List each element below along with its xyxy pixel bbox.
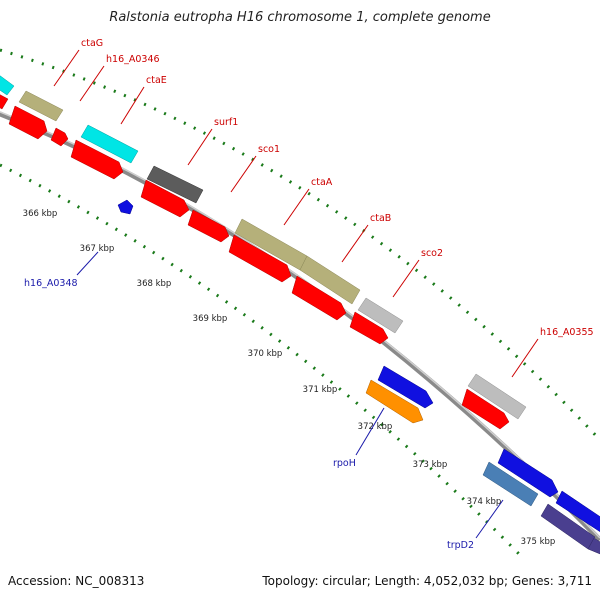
gene-block[interactable]: [587, 537, 600, 556]
genome-summary-text: Topology: circular; Length: 4,052,032 bp…: [262, 574, 592, 588]
ruler-label: 371 kbp: [303, 385, 338, 395]
gene-label-forward[interactable]: ctaB: [370, 213, 391, 224]
leader-line: [392, 259, 420, 298]
gene-label-reverse[interactable]: trpD2: [447, 540, 474, 551]
cds-arrow[interactable]: [349, 311, 389, 345]
ruler-label: 370 kbp: [248, 349, 283, 359]
gene-block[interactable]: [555, 490, 600, 535]
ruler-labels: 366 kbp 367 kbp 368 kbp 369 kbp 370 kbp …: [23, 209, 556, 547]
gene-label-forward[interactable]: h16_A0346: [106, 54, 160, 65]
ruler-label: 374 kbp: [467, 497, 502, 507]
ruler-label: 375 kbp: [521, 537, 556, 547]
ruler-label: 367 kbp: [80, 244, 115, 254]
gene-block[interactable]: [299, 255, 361, 305]
forward-features: [0, 72, 527, 420]
leader-line: [475, 499, 504, 539]
leader-line: [76, 251, 99, 276]
cds-arrow[interactable]: [50, 127, 69, 147]
leader-line: [79, 65, 105, 102]
gene-block[interactable]: [117, 199, 134, 215]
gene-block[interactable]: [18, 90, 64, 122]
gene-label-forward[interactable]: sco2: [421, 248, 443, 259]
cds-arrow[interactable]: [187, 209, 230, 243]
cds-arrow[interactable]: [228, 234, 292, 283]
leader-line: [230, 155, 257, 193]
cds-arrow[interactable]: [140, 179, 190, 218]
gene-block[interactable]: [0, 72, 15, 96]
cds-arrow[interactable]: [291, 275, 347, 321]
ruler-label: 373 kbp: [413, 460, 448, 470]
leader-line: [355, 407, 385, 456]
gene-block[interactable]: [146, 165, 204, 204]
reverse-features: [117, 199, 600, 556]
leader-line: [341, 224, 369, 263]
gene-block[interactable]: [377, 365, 434, 409]
cds-arrow[interactable]: [0, 92, 9, 110]
ruler-label: 372 kbp: [358, 422, 393, 432]
ruler-label: 368 kbp: [137, 279, 172, 289]
gene-block[interactable]: [482, 461, 539, 507]
gene-label-reverse[interactable]: rpoH: [333, 458, 356, 469]
leader-line: [53, 49, 80, 87]
gene-block[interactable]: [497, 448, 559, 498]
cds-arrow[interactable]: [70, 139, 124, 180]
cds-arrow[interactable]: [8, 105, 48, 140]
gene-label-forward[interactable]: h16_A0355: [540, 327, 594, 338]
gene-block[interactable]: [365, 379, 424, 424]
ruler-label: 369 kbp: [193, 314, 228, 324]
gene-label-reverse[interactable]: h16_A0348: [24, 278, 78, 289]
leader-line: [187, 128, 213, 166]
inner-tick-track: [0, 163, 522, 557]
accession-text: Accession: NC_008313: [8, 574, 145, 588]
gene-block[interactable]: [467, 373, 527, 420]
ruler-label: 366 kbp: [23, 209, 58, 219]
cds-arrow[interactable]: [461, 388, 510, 430]
gene-label-forward[interactable]: surf1: [214, 117, 238, 128]
reverse-labels: h16_A0348 rpoH trpD2: [24, 251, 504, 551]
gene-label-forward[interactable]: ctaE: [146, 75, 167, 86]
leader-line: [120, 86, 145, 125]
backbone-highlight: [0, 111, 600, 539]
map-title: Ralstonia eutropha H16 chromosome 1, com…: [109, 10, 491, 25]
gene-block[interactable]: [80, 124, 139, 164]
cds-features: [0, 92, 510, 430]
leader-line: [283, 188, 310, 226]
gene-label-forward[interactable]: ctaG: [81, 38, 103, 49]
gene-label-forward[interactable]: ctaA: [311, 177, 333, 188]
gene-block[interactable]: [357, 297, 404, 334]
forward-labels: ctaG h16_A0346 ctaE surf1 sco1 ctaA ctaB…: [53, 38, 594, 378]
leader-line: [511, 338, 539, 378]
gene-label-forward[interactable]: sco1: [258, 144, 280, 155]
